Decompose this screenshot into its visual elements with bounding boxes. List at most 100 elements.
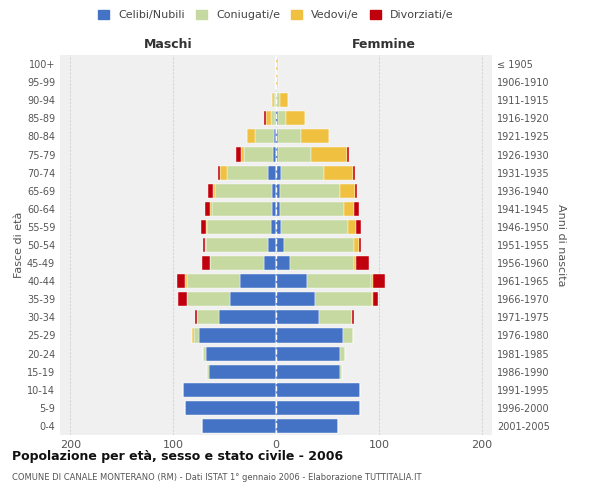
- Bar: [215, 184, 272, 198]
- Bar: [356, 220, 361, 234]
- Y-axis label: Anni di nascita: Anni di nascita: [556, 204, 566, 286]
- Bar: [206, 220, 207, 234]
- Bar: [272, 184, 276, 198]
- Bar: [185, 401, 276, 415]
- Bar: [205, 202, 210, 216]
- Bar: [276, 292, 315, 306]
- Bar: [207, 220, 271, 234]
- Bar: [373, 292, 378, 306]
- Bar: [276, 202, 280, 216]
- Bar: [276, 220, 281, 234]
- Bar: [199, 328, 276, 342]
- Bar: [280, 202, 344, 216]
- Bar: [197, 310, 220, 324]
- Bar: [272, 202, 276, 216]
- Bar: [263, 256, 276, 270]
- Bar: [201, 220, 206, 234]
- Bar: [276, 57, 278, 71]
- Bar: [290, 256, 354, 270]
- Bar: [356, 256, 368, 270]
- Bar: [276, 75, 278, 89]
- Bar: [194, 328, 199, 342]
- Bar: [187, 292, 230, 306]
- Text: Maschi: Maschi: [143, 38, 193, 52]
- Bar: [371, 292, 373, 306]
- Bar: [206, 238, 268, 252]
- Bar: [354, 238, 359, 252]
- Bar: [373, 274, 385, 288]
- Bar: [268, 166, 276, 179]
- Bar: [191, 328, 194, 342]
- Bar: [340, 364, 342, 378]
- Bar: [276, 346, 340, 360]
- Bar: [205, 238, 206, 252]
- Bar: [241, 148, 244, 162]
- Bar: [276, 401, 361, 415]
- Bar: [274, 93, 276, 108]
- Bar: [184, 382, 276, 397]
- Bar: [347, 148, 349, 162]
- Bar: [352, 310, 354, 324]
- Bar: [273, 148, 276, 162]
- Text: Femmine: Femmine: [352, 38, 416, 52]
- Y-axis label: Fasce di età: Fasce di età: [14, 212, 24, 278]
- Bar: [276, 112, 278, 126]
- Bar: [354, 202, 359, 216]
- Bar: [202, 256, 210, 270]
- Bar: [276, 93, 280, 108]
- Bar: [213, 184, 215, 198]
- Bar: [178, 292, 187, 306]
- Bar: [301, 130, 329, 143]
- Bar: [218, 166, 220, 179]
- Bar: [272, 93, 274, 108]
- Legend: Celibi/Nubili, Coniugati/e, Vedovi/e, Divorziati/e: Celibi/Nubili, Coniugati/e, Vedovi/e, Di…: [94, 6, 458, 25]
- Bar: [278, 148, 311, 162]
- Bar: [354, 256, 356, 270]
- Bar: [281, 220, 348, 234]
- Bar: [274, 130, 276, 143]
- Bar: [185, 274, 187, 288]
- Bar: [348, 220, 356, 234]
- Bar: [203, 346, 206, 360]
- Bar: [276, 256, 290, 270]
- Bar: [212, 202, 272, 216]
- Bar: [359, 238, 361, 252]
- Bar: [371, 274, 373, 288]
- Bar: [206, 346, 276, 360]
- Bar: [276, 274, 307, 288]
- Text: COMUNE DI CANALE MONTERANO (RM) - Dati ISTAT 1° gennaio 2006 - Elaborazione TUTT: COMUNE DI CANALE MONTERANO (RM) - Dati I…: [12, 472, 421, 482]
- Bar: [311, 148, 347, 162]
- Bar: [276, 148, 278, 162]
- Bar: [266, 112, 271, 126]
- Bar: [315, 292, 371, 306]
- Bar: [276, 184, 280, 198]
- Bar: [210, 202, 212, 216]
- Bar: [276, 310, 319, 324]
- Bar: [236, 148, 241, 162]
- Bar: [220, 166, 227, 179]
- Bar: [209, 364, 276, 378]
- Bar: [353, 166, 355, 179]
- Bar: [276, 130, 278, 143]
- Bar: [319, 310, 352, 324]
- Bar: [220, 310, 276, 324]
- Bar: [307, 274, 371, 288]
- Bar: [203, 238, 205, 252]
- Bar: [278, 130, 301, 143]
- Bar: [340, 346, 345, 360]
- Bar: [195, 310, 197, 324]
- Bar: [202, 419, 276, 433]
- Bar: [284, 238, 354, 252]
- Text: Popolazione per età, sesso e stato civile - 2006: Popolazione per età, sesso e stato civil…: [12, 450, 343, 463]
- Bar: [230, 292, 276, 306]
- Bar: [281, 166, 325, 179]
- Bar: [343, 328, 353, 342]
- Bar: [247, 130, 256, 143]
- Bar: [355, 184, 357, 198]
- Bar: [240, 274, 276, 288]
- Bar: [340, 184, 355, 198]
- Bar: [187, 274, 240, 288]
- Bar: [177, 274, 185, 288]
- Bar: [275, 112, 276, 126]
- Bar: [286, 112, 305, 126]
